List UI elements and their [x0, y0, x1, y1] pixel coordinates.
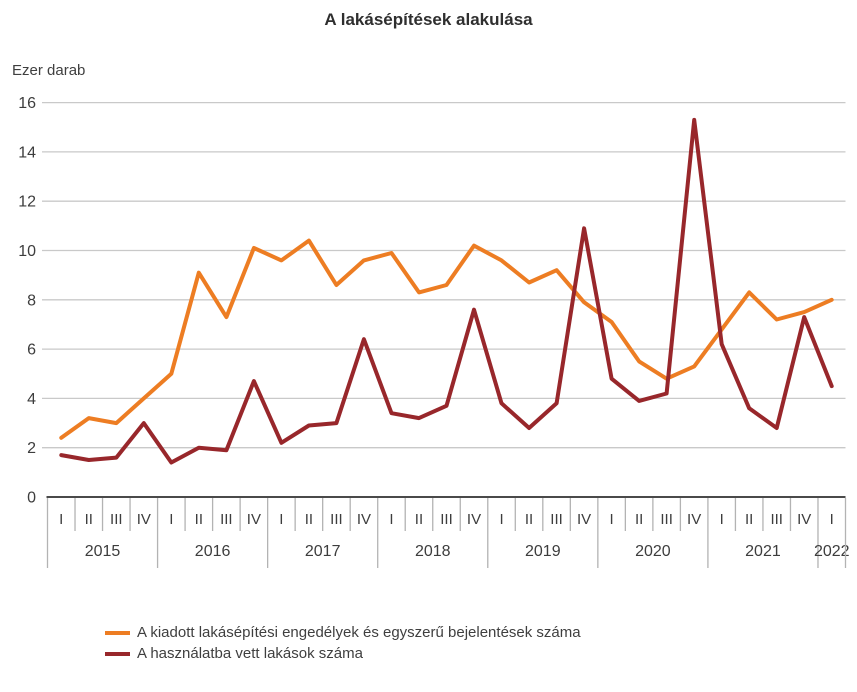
- y-tick-label: 14: [18, 144, 36, 161]
- x-quarter-label: I: [59, 511, 63, 528]
- x-quarter-label: I: [610, 511, 614, 528]
- x-quarter-label: I: [720, 511, 724, 528]
- x-quarter-label: II: [635, 511, 643, 528]
- legend-label-dwellings: A használatba vett lakások száma: [137, 645, 363, 662]
- x-quarter-label: II: [745, 511, 753, 528]
- year-label: 2016: [195, 543, 231, 560]
- x-quarter-label: III: [660, 511, 673, 528]
- legend-row-dwellings: A használatba vett lakások száma: [105, 643, 581, 664]
- legend: A kiadott lakásépítési engedélyek és egy…: [105, 622, 581, 664]
- y-tick-label: 8: [27, 292, 36, 309]
- y-tick-label: 6: [27, 342, 36, 359]
- legend-line-permits: [105, 630, 130, 635]
- y-tick-label: 10: [18, 243, 36, 260]
- series-line-dwellings: [59, 117, 834, 465]
- y-tick-label: 12: [18, 194, 36, 211]
- legend-label-permits: A kiadott lakásépítési engedélyek és egy…: [137, 624, 581, 641]
- y-tick-label: 0: [27, 490, 36, 507]
- x-quarter-label: IV: [797, 511, 811, 528]
- series-line-permits: [59, 238, 834, 440]
- x-quarter-label: IV: [467, 511, 481, 528]
- x-quarter-label: I: [499, 511, 503, 528]
- y-tick-label: 2: [27, 440, 36, 457]
- x-quarter-label: IV: [577, 511, 591, 528]
- x-quarter-label: II: [85, 511, 93, 528]
- legend-row-permits: A kiadott lakásépítési engedélyek és egy…: [105, 622, 581, 643]
- year-label: 2022: [814, 543, 850, 560]
- year-label: 2019: [525, 543, 561, 560]
- year-label: 2017: [305, 543, 341, 560]
- year-label: 2020: [635, 543, 671, 560]
- year-label: 2015: [85, 543, 121, 560]
- y-tick-label: 16: [18, 95, 36, 112]
- x-quarter-label: III: [770, 511, 783, 528]
- x-quarter-label: III: [440, 511, 453, 528]
- legend-line-dwellings: [105, 651, 130, 656]
- x-quarter-label: II: [305, 511, 313, 528]
- x-quarter-label: II: [525, 511, 533, 528]
- x-quarter-label: III: [550, 511, 563, 528]
- x-quarter-label: IV: [137, 511, 151, 528]
- x-quarter-label: I: [169, 511, 173, 528]
- x-quarter-label: III: [330, 511, 343, 528]
- x-quarter-label: II: [195, 511, 203, 528]
- x-quarter-label: I: [830, 511, 834, 528]
- x-quarter-label: IV: [247, 511, 261, 528]
- x-quarter-label: III: [220, 511, 233, 528]
- x-quarter-label: IV: [357, 511, 371, 528]
- x-quarter-label: II: [415, 511, 423, 528]
- x-quarter-label: III: [110, 511, 123, 528]
- chart-title: A lakásépítések alakulása: [324, 10, 533, 29]
- y-tick-label: 4: [27, 391, 36, 408]
- x-quarter-label: I: [389, 511, 393, 528]
- year-label: 2021: [745, 543, 781, 560]
- x-quarter-label: I: [279, 511, 283, 528]
- x-quarter-label: IV: [687, 511, 701, 528]
- year-label: 2018: [415, 543, 451, 560]
- y-axis-unit-label: Ezer darab: [12, 62, 86, 79]
